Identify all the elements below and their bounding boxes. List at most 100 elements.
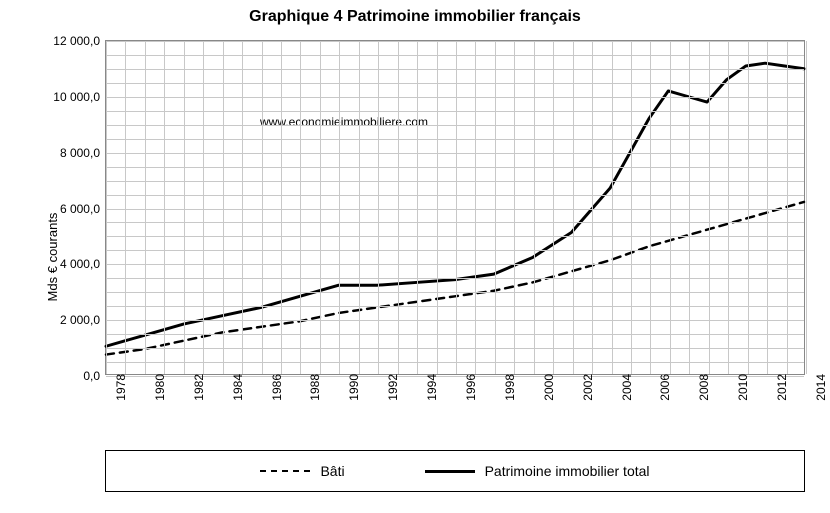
gridline-v bbox=[106, 41, 107, 374]
gridline-h-minor bbox=[106, 83, 804, 84]
gridline-v bbox=[495, 41, 496, 374]
xtick-label: 2006 bbox=[654, 374, 672, 401]
xtick-label: 2010 bbox=[732, 374, 750, 401]
xtick-label: 2012 bbox=[771, 374, 789, 401]
xtick-label: 1986 bbox=[266, 374, 284, 401]
watermark-text: www.economieimmobiliere.com bbox=[260, 115, 428, 129]
gridline-v-minor bbox=[592, 41, 593, 374]
xtick-label: 2002 bbox=[577, 374, 595, 401]
ytick-label: 0,0 bbox=[83, 369, 106, 383]
xtick-label: 1982 bbox=[188, 374, 206, 401]
gridline-h-minor bbox=[106, 55, 804, 56]
gridline-h-minor bbox=[106, 125, 804, 126]
gridline-h-minor bbox=[106, 139, 804, 140]
chart-title: Graphique 4 Patrimoine immobilier frança… bbox=[0, 8, 830, 26]
xtick-label: 1994 bbox=[421, 374, 439, 401]
gridline-h-minor bbox=[106, 111, 804, 112]
gridline-h bbox=[106, 97, 804, 98]
gridline-v bbox=[417, 41, 418, 374]
ytick-label: 2 000,0 bbox=[60, 313, 106, 327]
gridline-v-minor bbox=[320, 41, 321, 374]
ytick-label: 4 000,0 bbox=[60, 257, 106, 271]
gridline-v-minor bbox=[359, 41, 360, 374]
gridline-v-minor bbox=[631, 41, 632, 374]
gridline-h bbox=[106, 41, 804, 42]
gridline-v-minor bbox=[164, 41, 165, 374]
series-line bbox=[106, 63, 804, 346]
gridline-h-minor bbox=[106, 292, 804, 293]
gridline-v-minor bbox=[242, 41, 243, 374]
gridline-h bbox=[106, 264, 804, 265]
gridline-h bbox=[106, 153, 804, 154]
legend-swatch bbox=[425, 470, 475, 473]
gridline-v bbox=[534, 41, 535, 374]
gridline-h-minor bbox=[106, 167, 804, 168]
chart-container: Graphique 4 Patrimoine immobilier frança… bbox=[0, 0, 830, 513]
gridline-v bbox=[806, 41, 807, 374]
gridline-h-minor bbox=[106, 278, 804, 279]
xtick-label: 1992 bbox=[382, 374, 400, 401]
gridline-h-minor bbox=[106, 250, 804, 251]
y-axis-label: Mds € courants bbox=[45, 212, 60, 301]
gridline-v-minor bbox=[514, 41, 515, 374]
gridline-v-minor bbox=[125, 41, 126, 374]
gridline-v-minor bbox=[281, 41, 282, 374]
gridline-h-minor bbox=[106, 236, 804, 237]
xtick-label: 1978 bbox=[110, 374, 128, 401]
gridline-v bbox=[223, 41, 224, 374]
gridline-v bbox=[767, 41, 768, 374]
xtick-label: 1998 bbox=[499, 374, 517, 401]
gridline-h bbox=[106, 209, 804, 210]
gridline-h-minor bbox=[106, 334, 804, 335]
gridline-h-minor bbox=[106, 195, 804, 196]
chart-lines bbox=[106, 41, 804, 374]
gridline-v-minor bbox=[670, 41, 671, 374]
xtick-label: 1988 bbox=[304, 374, 322, 401]
gridline-h-minor bbox=[106, 306, 804, 307]
gridline-h-minor bbox=[106, 69, 804, 70]
legend-label: Bâti bbox=[320, 463, 344, 479]
xtick-label: 2004 bbox=[616, 374, 634, 401]
legend-label: Patrimoine immobilier total bbox=[485, 463, 650, 479]
legend-item: Patrimoine immobilier total bbox=[425, 463, 650, 479]
legend-item: Bâti bbox=[260, 463, 344, 479]
gridline-v-minor bbox=[398, 41, 399, 374]
xtick-label: 2014 bbox=[810, 374, 828, 401]
gridline-v-minor bbox=[553, 41, 554, 374]
plot-area: www.economieimmobiliere.com 0,02 000,04 … bbox=[105, 40, 805, 375]
gridline-v bbox=[378, 41, 379, 374]
gridline-h-minor bbox=[106, 348, 804, 349]
gridline-h-minor bbox=[106, 181, 804, 182]
legend: Bâti Patrimoine immobilier total bbox=[105, 450, 805, 492]
gridline-h bbox=[106, 320, 804, 321]
ytick-label: 6 000,0 bbox=[60, 202, 106, 216]
xtick-label: 2000 bbox=[538, 374, 556, 401]
gridline-v bbox=[728, 41, 729, 374]
gridline-h-minor bbox=[106, 222, 804, 223]
xtick-label: 1990 bbox=[343, 374, 361, 401]
gridline-v-minor bbox=[437, 41, 438, 374]
gridline-v bbox=[573, 41, 574, 374]
gridline-v-minor bbox=[787, 41, 788, 374]
gridline-v bbox=[145, 41, 146, 374]
gridline-v bbox=[456, 41, 457, 374]
xtick-label: 2008 bbox=[693, 374, 711, 401]
xtick-label: 1980 bbox=[149, 374, 167, 401]
gridline-v bbox=[689, 41, 690, 374]
gridline-v bbox=[612, 41, 613, 374]
gridline-v-minor bbox=[475, 41, 476, 374]
ytick-label: 12 000,0 bbox=[53, 34, 106, 48]
gridline-v bbox=[650, 41, 651, 374]
xtick-label: 1984 bbox=[227, 374, 245, 401]
gridline-v-minor bbox=[748, 41, 749, 374]
gridline-v bbox=[262, 41, 263, 374]
ytick-label: 10 000,0 bbox=[53, 90, 106, 104]
gridline-v bbox=[339, 41, 340, 374]
legend-swatch bbox=[260, 470, 310, 472]
gridline-v-minor bbox=[203, 41, 204, 374]
gridline-h-minor bbox=[106, 362, 804, 363]
xtick-label: 1996 bbox=[460, 374, 478, 401]
ytick-label: 8 000,0 bbox=[60, 146, 106, 160]
gridline-v-minor bbox=[709, 41, 710, 374]
gridline-v bbox=[184, 41, 185, 374]
